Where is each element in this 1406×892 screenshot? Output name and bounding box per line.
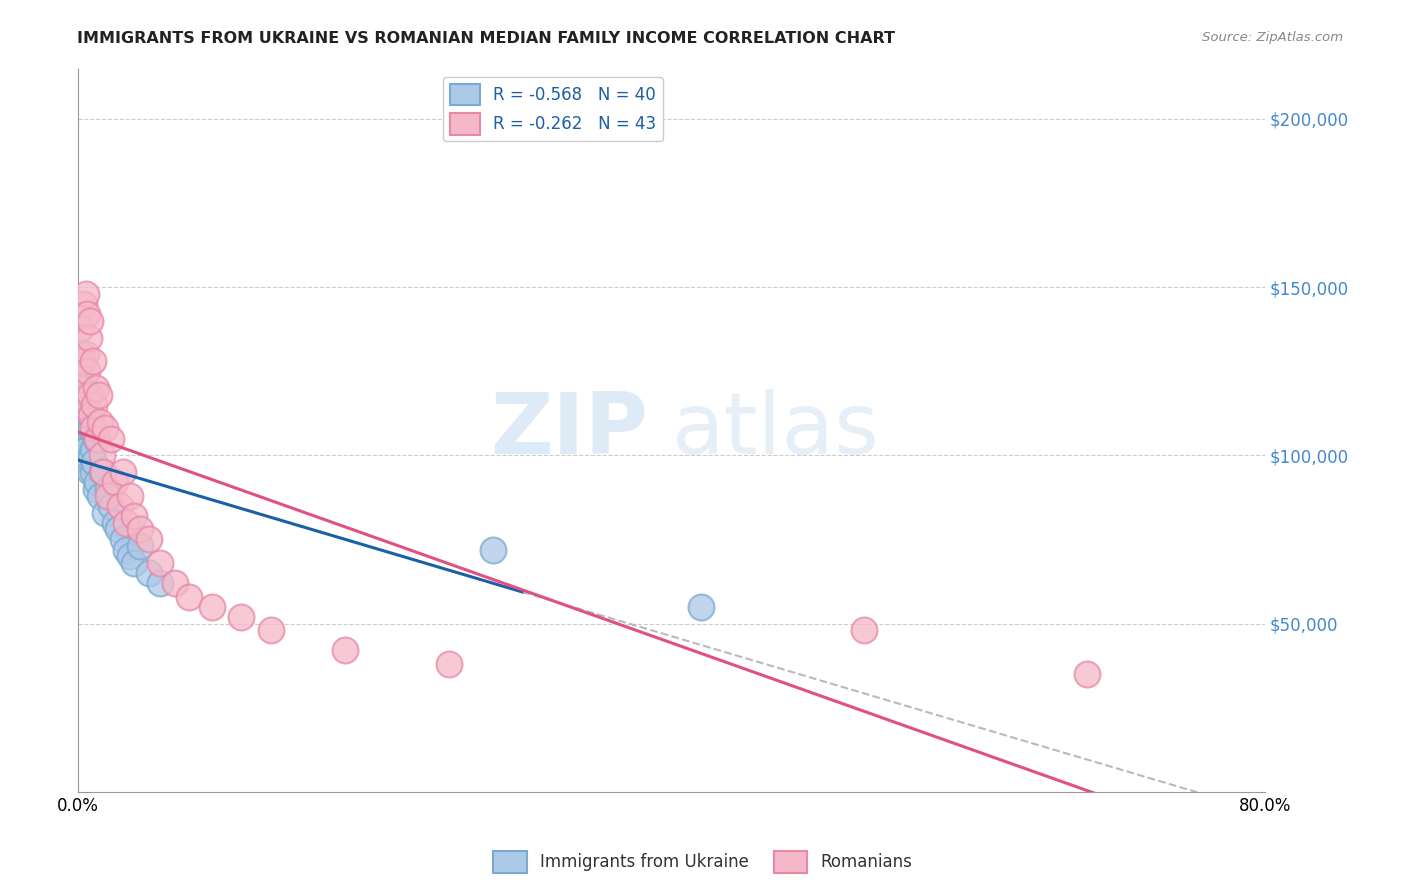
Point — [75, 448, 97, 462]
Point — [1076, 667, 1098, 681]
Point — [73, 398, 96, 412]
Point — [79, 408, 101, 422]
Point — [89, 415, 111, 429]
Point — [97, 482, 120, 496]
Point — [260, 624, 283, 638]
Point — [149, 556, 172, 570]
Point — [111, 465, 134, 479]
Point — [75, 421, 97, 435]
Text: atlas: atlas — [672, 389, 880, 472]
Point — [73, 297, 96, 311]
Point — [89, 489, 111, 503]
Point — [97, 489, 120, 503]
Point — [482, 542, 505, 557]
Point — [86, 475, 108, 490]
Point — [84, 432, 107, 446]
Point — [124, 556, 146, 570]
Point — [90, 465, 112, 479]
Point — [82, 354, 104, 368]
Point — [80, 408, 103, 422]
Point — [75, 286, 97, 301]
Point — [80, 448, 103, 462]
Point — [138, 566, 160, 580]
Point — [86, 432, 108, 446]
Point — [107, 522, 129, 536]
Point — [82, 465, 104, 479]
Text: ZIP: ZIP — [491, 389, 648, 472]
Point — [69, 398, 91, 412]
Point — [90, 448, 112, 462]
Point — [75, 347, 97, 361]
Point — [83, 455, 105, 469]
Point — [100, 499, 122, 513]
Point — [138, 533, 160, 547]
Point — [108, 499, 131, 513]
Point — [70, 320, 93, 334]
Point — [690, 599, 713, 614]
Point — [333, 643, 356, 657]
Point — [231, 609, 253, 624]
Point — [87, 388, 110, 402]
Point — [77, 330, 100, 344]
Point — [70, 347, 93, 361]
Point — [77, 421, 100, 435]
Point — [163, 576, 186, 591]
Text: Source: ZipAtlas.com: Source: ZipAtlas.com — [1202, 31, 1343, 45]
Point — [76, 307, 98, 321]
Point — [104, 475, 127, 490]
Point — [76, 364, 98, 378]
Text: IMMIGRANTS FROM UKRAINE VS ROMANIAN MEDIAN FAMILY INCOME CORRELATION CHART: IMMIGRANTS FROM UKRAINE VS ROMANIAN MEDI… — [77, 31, 896, 46]
Point — [73, 432, 96, 446]
Point — [129, 522, 152, 536]
Point — [91, 465, 114, 479]
Point — [104, 516, 127, 530]
Point — [94, 421, 117, 435]
Point — [70, 381, 93, 395]
Point — [77, 455, 100, 469]
Point — [76, 388, 98, 402]
Point — [72, 354, 94, 368]
Point — [72, 381, 94, 395]
Point — [82, 442, 104, 456]
Legend: Immigrants from Ukraine, Romanians: Immigrants from Ukraine, Romanians — [486, 845, 920, 880]
Point — [179, 590, 201, 604]
Point — [75, 404, 97, 418]
Point — [72, 415, 94, 429]
Point — [114, 542, 136, 557]
Point — [84, 381, 107, 395]
Point — [201, 599, 224, 614]
Legend: R = -0.568   N = 40, R = -0.262   N = 43: R = -0.568 N = 40, R = -0.262 N = 43 — [443, 77, 662, 141]
Point — [80, 421, 103, 435]
Point — [70, 398, 93, 412]
Point — [79, 465, 101, 479]
Point — [149, 576, 172, 591]
Point — [118, 549, 141, 564]
Point — [437, 657, 460, 671]
Point — [114, 516, 136, 530]
Point — [79, 314, 101, 328]
Point — [129, 539, 152, 553]
Point — [83, 398, 105, 412]
Point — [79, 388, 101, 402]
Point — [853, 624, 876, 638]
Point — [124, 508, 146, 523]
Point — [94, 506, 117, 520]
Point — [100, 432, 122, 446]
Point — [69, 364, 91, 378]
Point — [76, 442, 98, 456]
Point — [84, 482, 107, 496]
Point — [118, 489, 141, 503]
Point — [82, 421, 104, 435]
Point — [111, 533, 134, 547]
